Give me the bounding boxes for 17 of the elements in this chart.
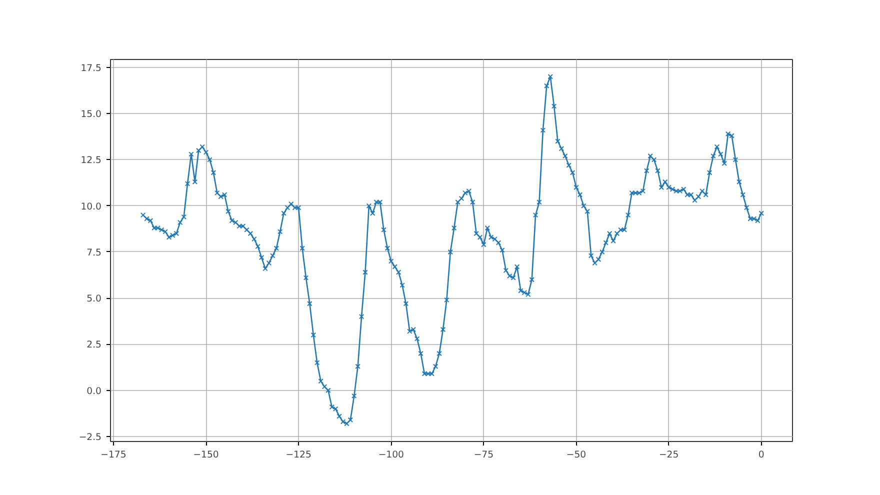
y-tick-label: 7.5 [86, 247, 102, 258]
y-tick-label: 5.0 [86, 294, 102, 305]
x-tick-label: −150 [193, 450, 219, 460]
y-tick-label: 0.0 [86, 386, 102, 397]
y-tick-label: 17.5 [80, 62, 102, 74]
x-tick-label: −125 [286, 450, 312, 460]
y-tick-label: −2.5 [78, 432, 102, 444]
y-tick-label: 10.0 [80, 201, 102, 212]
y-tick-label: 15.0 [80, 109, 102, 120]
y-tick-label: 2.5 [86, 340, 102, 351]
y-tick-label: 12.5 [80, 155, 102, 166]
x-tick-label: −175 [100, 450, 126, 460]
x-tick-label: −75 [474, 450, 494, 460]
x-tick-label: −50 [566, 450, 586, 460]
x-tick-label: −25 [658, 450, 679, 460]
x-tick-label: −100 [378, 450, 404, 460]
x-tick-label: 0 [758, 450, 764, 460]
